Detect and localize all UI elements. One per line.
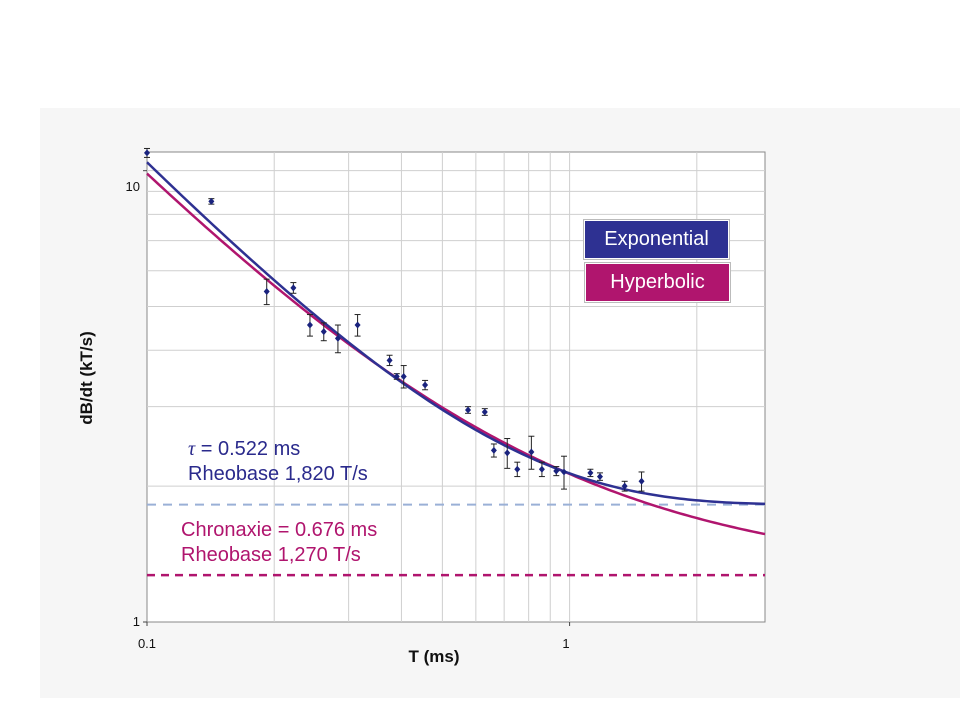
data-point [320,322,327,342]
diamond-marker [386,356,393,364]
hyperbolic-fit-curve [146,172,766,536]
data-point [465,406,472,414]
annotation-tau: τ = 0.522 ms [188,437,368,462]
legend-item-exponential: Exponential [584,220,729,259]
diamond-marker [587,469,594,477]
data-point [400,365,407,389]
data-point [354,314,361,337]
x-tick-label-0-1: 0.1 [138,636,156,651]
fit-curves [146,161,766,536]
data-point [553,466,560,477]
diamond-marker [596,473,603,481]
data-point [481,408,488,416]
data-point [538,461,545,478]
data-point [334,324,341,354]
diamond-marker [465,406,472,414]
y-tick-label-1: 1 [133,614,140,629]
data-point [290,282,297,294]
data-point [208,197,215,205]
diamond-marker [290,284,297,292]
diamond-marker [621,482,628,490]
data-points [144,147,645,492]
y-tick-label-10: 10 [126,179,140,194]
exponential-fit-curve [146,161,766,506]
grid [143,152,765,626]
diamond-marker [490,446,497,454]
diamond-marker [400,372,407,380]
diamond-marker [481,408,488,416]
tau-symbol: τ [188,438,196,460]
diamond-marker [354,321,361,329]
data-point [144,147,150,158]
data-point [587,468,594,478]
data-point [386,354,393,367]
annotation-exponential: τ = 0.522 ms Rheobase 1,820 T/s [188,437,368,487]
diamond-marker [208,197,215,205]
x-axis-title: T (ms) [409,647,460,666]
data-point [561,455,568,490]
diamond-marker [504,449,511,457]
data-point [422,379,429,391]
annotation-chronaxie: Chronaxie = 0.676 ms [181,519,378,541]
diamond-marker [514,465,521,473]
data-point [393,372,400,380]
data-point [621,480,628,492]
diamond-marker [320,328,327,336]
data-point [263,278,270,306]
x-tick-label-1: 1 [562,636,569,651]
diamond-marker [422,381,429,389]
data-point [490,443,497,458]
data-point [514,461,521,478]
diamond-marker [553,467,560,475]
reference-lines [147,503,765,577]
diamond-marker [538,465,545,473]
annotation-exp-rheobase: Rheobase 1,820 T/s [188,463,368,485]
tau-value: = 0.522 ms [195,438,301,460]
diamond-marker [638,477,645,485]
data-point [306,314,313,337]
diamond-marker [144,149,150,157]
y-axis-title: dB/dt (kT/s) [77,331,96,425]
data-point [638,471,645,492]
annotation-hyp-rheobase: Rheobase 1,270 T/s [181,544,361,566]
diamond-marker [528,448,535,456]
diamond-marker [561,468,568,476]
diamond-marker [334,334,341,342]
data-point [528,435,535,470]
data-point [504,438,511,469]
diamond-marker [306,321,313,329]
data-point [596,472,603,481]
diamond-marker [263,287,270,295]
diamond-marker [393,372,400,380]
legend-item-hyperbolic: Hyperbolic [585,263,730,302]
annotation-hyperbolic: Chronaxie = 0.676 ms Rheobase 1,270 T/s [181,518,377,568]
